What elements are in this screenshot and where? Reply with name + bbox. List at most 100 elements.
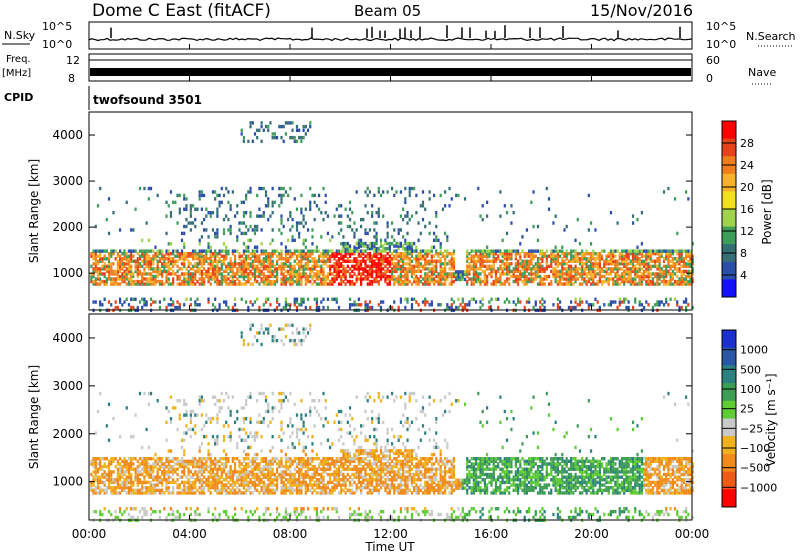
power-cell: [415, 211, 418, 215]
velocity-cell: [256, 464, 259, 469]
power-cell: [689, 274, 692, 279]
power-cell: [658, 264, 661, 269]
power-cell: [640, 274, 643, 279]
velocity-cell: [245, 509, 248, 514]
power-cell: [123, 251, 126, 256]
velocity-cell: [156, 459, 159, 464]
power-cell: [205, 259, 208, 263]
power-cell: [342, 246, 345, 251]
power-cell: [231, 249, 234, 253]
power-cell: [225, 186, 228, 191]
power-cell: [572, 249, 575, 253]
power-cell: [366, 254, 369, 258]
velocity-cell: [138, 488, 142, 493]
velocity-cell: [163, 462, 166, 466]
velocity-cell: [264, 475, 268, 479]
power-cell: [574, 238, 577, 243]
power-cell: [589, 254, 593, 258]
velocity-cell: [99, 509, 102, 514]
power-cell: [486, 245, 489, 249]
power-cell: [94, 249, 97, 253]
velocity-cell: [253, 485, 257, 490]
power-cell: [581, 274, 584, 279]
power-cell: [253, 272, 257, 276]
power-cell: [660, 272, 663, 276]
power-cell: [205, 251, 208, 256]
power-cell: [631, 259, 635, 263]
velocity-cell: [92, 462, 95, 466]
velocity-cell: [161, 472, 164, 477]
freq-right-label: Nave: [748, 66, 776, 79]
power-cell: [671, 272, 674, 276]
power-cell: [539, 305, 542, 310]
power-cell: [660, 274, 663, 279]
power-cell: [306, 228, 310, 232]
power-cell: [105, 269, 108, 274]
velocity-cell: [158, 488, 161, 493]
velocity-cell: [209, 475, 212, 479]
power-cell: [645, 282, 648, 286]
velocity-cell: [225, 488, 228, 493]
power-cell: [233, 262, 237, 266]
velocity-cell: [165, 459, 168, 464]
power-cell: [340, 262, 343, 266]
power-cell: [198, 259, 201, 263]
power-cell: [320, 277, 323, 281]
velocity-cell: [280, 472, 283, 477]
velocity-cell: [180, 459, 184, 464]
power-cell: [377, 211, 380, 215]
velocity-cell: [236, 445, 239, 450]
power-cell: [324, 251, 327, 256]
power-cell: [233, 282, 237, 286]
power-cell: [200, 259, 204, 263]
velocity-cell: [251, 512, 254, 517]
velocity-cell: [233, 488, 237, 493]
power-cell: [687, 272, 690, 276]
power-cell: [673, 267, 677, 271]
velocity-cell: [169, 395, 173, 399]
power-cell: [612, 249, 615, 253]
velocity-cell: [92, 480, 95, 485]
velocity-cell: [249, 459, 252, 464]
power-cell: [678, 267, 681, 271]
power-cell: [178, 207, 181, 211]
power-cell: [631, 269, 635, 274]
power-cell: [561, 262, 564, 266]
power-cell: [472, 274, 475, 279]
power-cell: [236, 235, 239, 239]
power-cell: [406, 221, 409, 225]
velocity-cell: [225, 452, 228, 457]
power-cell: [550, 282, 553, 286]
power-cell: [368, 279, 372, 284]
velocity-cell: [154, 464, 157, 469]
power-cell: [623, 262, 626, 266]
power-cell: [494, 257, 498, 261]
velocity-cell: [258, 483, 261, 487]
power-cell: [481, 249, 484, 253]
power-cell: [627, 251, 630, 256]
velocity-cell: [229, 472, 232, 477]
velocity-cell: [240, 483, 243, 487]
velocity-cell: [101, 475, 104, 479]
power-cell: [390, 277, 394, 281]
velocity-cell: [103, 488, 106, 493]
power-cell: [395, 244, 398, 248]
power-cell: [267, 251, 270, 256]
power-cell: [516, 279, 520, 284]
power-cell: [426, 262, 429, 266]
power-cell: [245, 257, 248, 261]
power-cell: [402, 267, 405, 271]
power-cell: [216, 251, 219, 256]
power-cell: [508, 277, 511, 281]
power-cell: [623, 257, 626, 261]
power-cell: [291, 267, 294, 271]
power-cell: [165, 264, 168, 269]
power-cell: [620, 277, 624, 281]
velocity-cell: [249, 323, 252, 327]
power-cell: [492, 282, 495, 286]
power-cell: [357, 249, 360, 253]
velocity-cell: [90, 483, 93, 487]
power-cell: [304, 221, 307, 225]
velocity-cell: [141, 467, 144, 471]
